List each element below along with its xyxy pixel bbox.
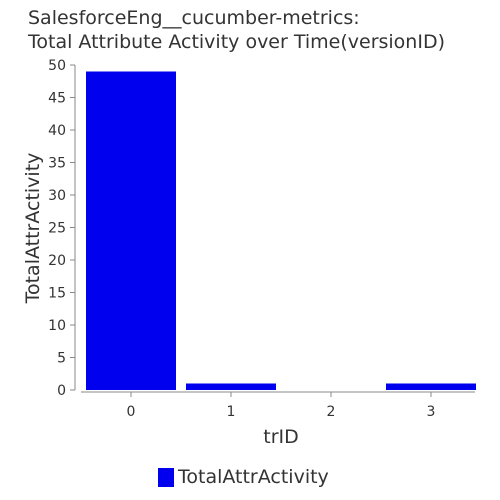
y-axis-label: TotalAttrActivity: [22, 153, 44, 305]
y-tick-label: 50: [48, 58, 66, 74]
x-axis: 0 1 2 3: [81, 391, 475, 420]
y-tick-label: 15: [48, 286, 66, 302]
bar-3: [386, 383, 476, 390]
chart-title-line-2: Total Attribute Activity over Time(versi…: [28, 31, 445, 53]
chart-title: SalesforceEng__cucumber-metrics: Total A…: [28, 6, 445, 54]
x-tick-label: 1: [227, 404, 236, 420]
y-tick-label: 0: [57, 383, 66, 399]
bar-0: [86, 71, 176, 390]
legend-swatch: [158, 467, 174, 487]
bar-1: [186, 383, 276, 390]
y-tick-label: 45: [48, 91, 66, 107]
chart-title-line-1: SalesforceEng__cucumber-metrics:: [28, 7, 360, 29]
bars-group: [86, 71, 476, 390]
x-axis-label: trID: [263, 426, 299, 448]
y-tick-label: 30: [48, 188, 66, 204]
y-tick-label: 5: [57, 351, 66, 367]
legend-label: TotalAttrActivity: [178, 466, 329, 488]
y-tick-label: 35: [48, 156, 66, 172]
y-tick-label: 25: [48, 221, 66, 237]
y-tick-label: 40: [48, 123, 66, 139]
y-tick-label: 20: [48, 253, 66, 269]
y-axis: 0 5 10 15 20 25 30 35 40 45 50: [48, 58, 76, 399]
x-tick-label: 3: [427, 404, 436, 420]
y-tick-label: 10: [48, 318, 66, 334]
x-tick-label: 0: [127, 404, 136, 420]
x-tick-label: 2: [327, 404, 336, 420]
legend: TotalAttrActivity: [158, 466, 329, 488]
